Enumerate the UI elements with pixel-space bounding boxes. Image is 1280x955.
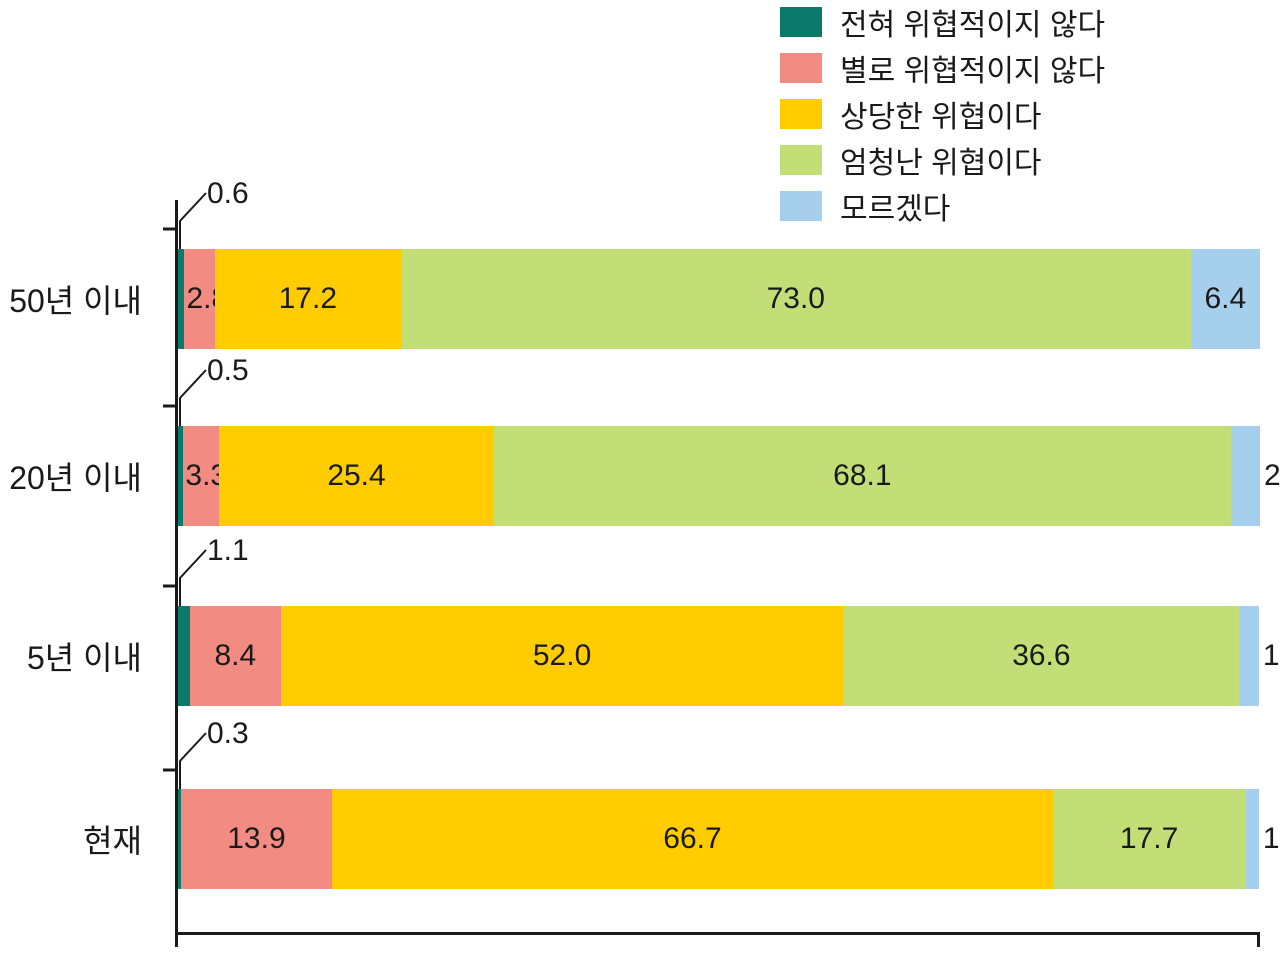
value-label: 73.0 (767, 282, 825, 316)
value-label: 8.4 (214, 639, 256, 673)
value-label: 66.7 (663, 822, 721, 856)
bar-segment-s2: 13.9 (181, 789, 331, 889)
bar-segment-s4: 68.1 (494, 426, 1231, 526)
legend-swatch-s3 (780, 99, 822, 129)
bar-segment-s5: 1.3 (1245, 789, 1259, 889)
bar-row: 50년 이내 2.8 17.2 73.0 6.4 (178, 249, 1260, 349)
callout-line-icon (178, 731, 218, 791)
value-label: 1.3 (1263, 822, 1280, 856)
value-label: 25.4 (327, 459, 385, 493)
legend: 전혀 위협적이지 않다 별로 위협적이지 않다 상당한 위협이다 엄청난 위협이… (780, 0, 1105, 230)
bar-row: 20년 이내 3.3 25.4 68.1 2.7 (178, 426, 1260, 526)
category-label: 현재 (83, 816, 142, 862)
value-label: 52.0 (533, 639, 591, 673)
callout-line-icon (178, 191, 218, 251)
bar-segment-s3: 25.4 (219, 426, 494, 526)
legend-swatch-s1 (780, 7, 822, 37)
legend-label: 별로 위협적이지 않다 (840, 46, 1105, 90)
y-tick (163, 768, 175, 771)
callout-line-icon (178, 368, 218, 428)
bar-segment-s5: 6.4 (1191, 249, 1260, 349)
legend-swatch-s2 (780, 53, 822, 83)
legend-item: 엄청난 위협이다 (780, 138, 1105, 182)
value-label: 36.6 (1012, 639, 1070, 673)
value-label: 68.1 (833, 459, 891, 493)
category-label: 20년 이내 (9, 453, 142, 499)
x-axis (175, 932, 1260, 935)
value-label: 1.8 (1263, 639, 1280, 673)
bar-segment-s3: 66.7 (332, 789, 1054, 889)
legend-label: 엄청난 위협이다 (840, 138, 1042, 182)
value-label: 13.9 (227, 822, 285, 856)
y-tick (163, 228, 175, 231)
bar-segment-s2: 2.8 (184, 249, 214, 349)
bar-segment-s3: 17.2 (215, 249, 401, 349)
bar-segment-s4: 36.6 (843, 606, 1239, 706)
plot-area: 50년 이내 2.8 17.2 73.0 6.4 0.6 20년 이내 3.3 … (175, 200, 1260, 935)
legend-label: 전혀 위협적이지 않다 (840, 0, 1105, 44)
x-tick (175, 935, 178, 947)
y-tick (163, 404, 175, 407)
legend-item: 상당한 위협이다 (780, 92, 1105, 136)
value-label: 17.7 (1120, 822, 1178, 856)
bar-segment-s2: 8.4 (190, 606, 281, 706)
category-label: 5년 이내 (27, 633, 142, 679)
bar-segment-s5: 1.8 (1239, 606, 1258, 706)
stacked-bar-chart: 전혀 위협적이지 않다 별로 위협적이지 않다 상당한 위협이다 엄청난 위협이… (0, 0, 1280, 955)
x-tick (1257, 935, 1260, 947)
value-label: 6.4 (1204, 282, 1246, 316)
value-label: 2.7 (1264, 459, 1280, 493)
callout-line-icon (178, 548, 218, 608)
bar-row: 현재 13.9 66.7 17.7 1.3 (178, 789, 1260, 889)
y-tick (163, 584, 175, 587)
bar-segment-s3: 52.0 (281, 606, 844, 706)
bar-row: 5년 이내 8.4 52.0 36.6 1.8 (178, 606, 1260, 706)
bar-segment-s5: 2.7 (1231, 426, 1260, 526)
legend-item: 별로 위협적이지 않다 (780, 46, 1105, 90)
bar-segment-s4: 73.0 (401, 249, 1191, 349)
legend-label: 상당한 위협이다 (840, 92, 1042, 136)
legend-swatch-s4 (780, 145, 822, 175)
category-label: 50년 이내 (9, 276, 142, 322)
bar-segment-s4: 17.7 (1053, 789, 1245, 889)
bar-segment-s2: 3.3 (183, 426, 219, 526)
value-label: 17.2 (279, 282, 337, 316)
bar-segment-s1 (178, 606, 190, 706)
legend-item: 전혀 위협적이지 않다 (780, 0, 1105, 44)
